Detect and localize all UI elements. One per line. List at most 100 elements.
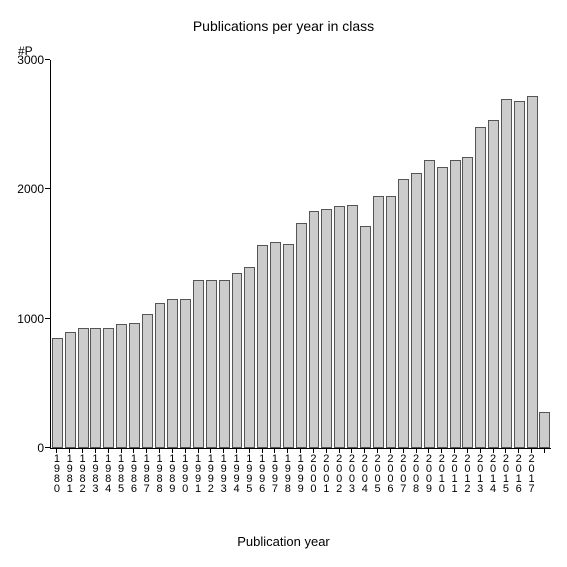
bar-slot [474, 60, 487, 448]
bar-slot [372, 60, 385, 448]
bar [296, 223, 307, 448]
x-tick-slot: 2015 [499, 449, 512, 519]
bar-slot [128, 60, 141, 448]
x-tick-mark [441, 448, 442, 453]
y-axis-ticks: 0100020003000 [0, 60, 50, 448]
x-tick-label: 1986 [128, 449, 139, 519]
x-tick-mark [390, 448, 391, 453]
x-tick-label: 2009 [423, 449, 434, 519]
y-tick-label: 3000 [17, 53, 44, 67]
bar-slot [423, 60, 436, 448]
x-tick-mark [95, 448, 96, 453]
bar [244, 267, 255, 448]
x-tick-mark [69, 448, 70, 453]
x-tick-mark [416, 448, 417, 453]
bar-slot [218, 60, 231, 448]
x-tick-label: 2010 [436, 449, 447, 519]
x-tick-mark [544, 448, 545, 453]
x-tick-label: 2002 [333, 449, 344, 519]
x-tick-slot: 1997 [268, 449, 281, 519]
bar-slot [64, 60, 77, 448]
bar-slot [115, 60, 128, 448]
bar [78, 328, 89, 448]
x-tick-slot: 2010 [435, 449, 448, 519]
bar-slot [500, 60, 513, 448]
bar [411, 173, 422, 448]
bar [257, 245, 268, 448]
bar [270, 242, 281, 448]
bar [103, 328, 114, 448]
bar-slot [449, 60, 462, 448]
x-tick-slot: 1985 [114, 449, 127, 519]
x-tick-label: 2008 [410, 449, 421, 519]
x-tick-mark [300, 448, 301, 453]
bar [488, 120, 499, 449]
bar-slot [295, 60, 308, 448]
bar-slot [346, 60, 359, 448]
x-tick-slot: 2016 [512, 449, 525, 519]
y-tick-label: 1000 [17, 312, 44, 326]
x-tick-label: 2001 [320, 449, 331, 519]
x-tick-mark [236, 448, 237, 453]
x-tick-mark [467, 448, 468, 453]
bar [501, 99, 512, 448]
x-tick-label: 2005 [372, 449, 383, 519]
x-tick-label: 2014 [487, 449, 498, 519]
x-tick-label: 1980 [51, 449, 62, 519]
x-tick-slot: 1990 [178, 449, 191, 519]
x-tick-label: 2017 [526, 449, 537, 519]
x-tick-slot: 1998 [281, 449, 294, 519]
bar-slot [231, 60, 244, 448]
x-tick-slot: 2006 [384, 449, 397, 519]
bar-slot [256, 60, 269, 448]
bar-slot [141, 60, 154, 448]
bar-slot [462, 60, 475, 448]
x-tick-mark [480, 448, 481, 453]
x-tick-slot: 1988 [153, 449, 166, 519]
x-tick-slot: 1995 [242, 449, 255, 519]
bar-slot [487, 60, 500, 448]
x-tick-slot: 1989 [165, 449, 178, 519]
bar [65, 332, 76, 448]
x-tick-mark [403, 448, 404, 453]
bar-slot [102, 60, 115, 448]
chart-title: Publications per year in class [0, 18, 567, 34]
x-tick-mark [364, 448, 365, 453]
x-axis-label: Publication year [0, 534, 567, 549]
bar-slot [526, 60, 539, 448]
bars-group [51, 60, 551, 448]
x-tick-slot: 1999 [294, 449, 307, 519]
x-tick-label: 2004 [359, 449, 370, 519]
bar-slot [333, 60, 346, 448]
bar [475, 127, 486, 448]
bar-slot [436, 60, 449, 448]
x-tick-slot: 2003 [345, 449, 358, 519]
x-tick-mark [56, 448, 57, 453]
x-tick-slot [537, 449, 550, 519]
bar [527, 96, 538, 448]
x-tick-label: 1989 [166, 449, 177, 519]
x-tick-label: 2011 [449, 449, 460, 519]
bar-slot [359, 60, 372, 448]
x-tick-slot: 2008 [409, 449, 422, 519]
bar-slot [410, 60, 423, 448]
x-tick-mark [108, 448, 109, 453]
bar [360, 226, 371, 448]
x-tick-slot: 1984 [101, 449, 114, 519]
x-tick-label: 2016 [513, 449, 524, 519]
bar-slot [269, 60, 282, 448]
x-tick-label: 1983 [89, 449, 100, 519]
x-tick-mark [172, 448, 173, 453]
x-tick-mark [223, 448, 224, 453]
x-tick-mark [82, 448, 83, 453]
bar-slot [513, 60, 526, 448]
x-tick-slot: 1983 [88, 449, 101, 519]
x-tick-label: 1982 [77, 449, 88, 519]
x-tick-label: 1988 [154, 449, 165, 519]
x-tick-mark [428, 448, 429, 453]
x-tick-mark [505, 448, 506, 453]
bar [167, 299, 178, 448]
x-tick-slot: 1987 [140, 449, 153, 519]
x-tick-label: 1994 [231, 449, 242, 519]
bar-slot [154, 60, 167, 448]
